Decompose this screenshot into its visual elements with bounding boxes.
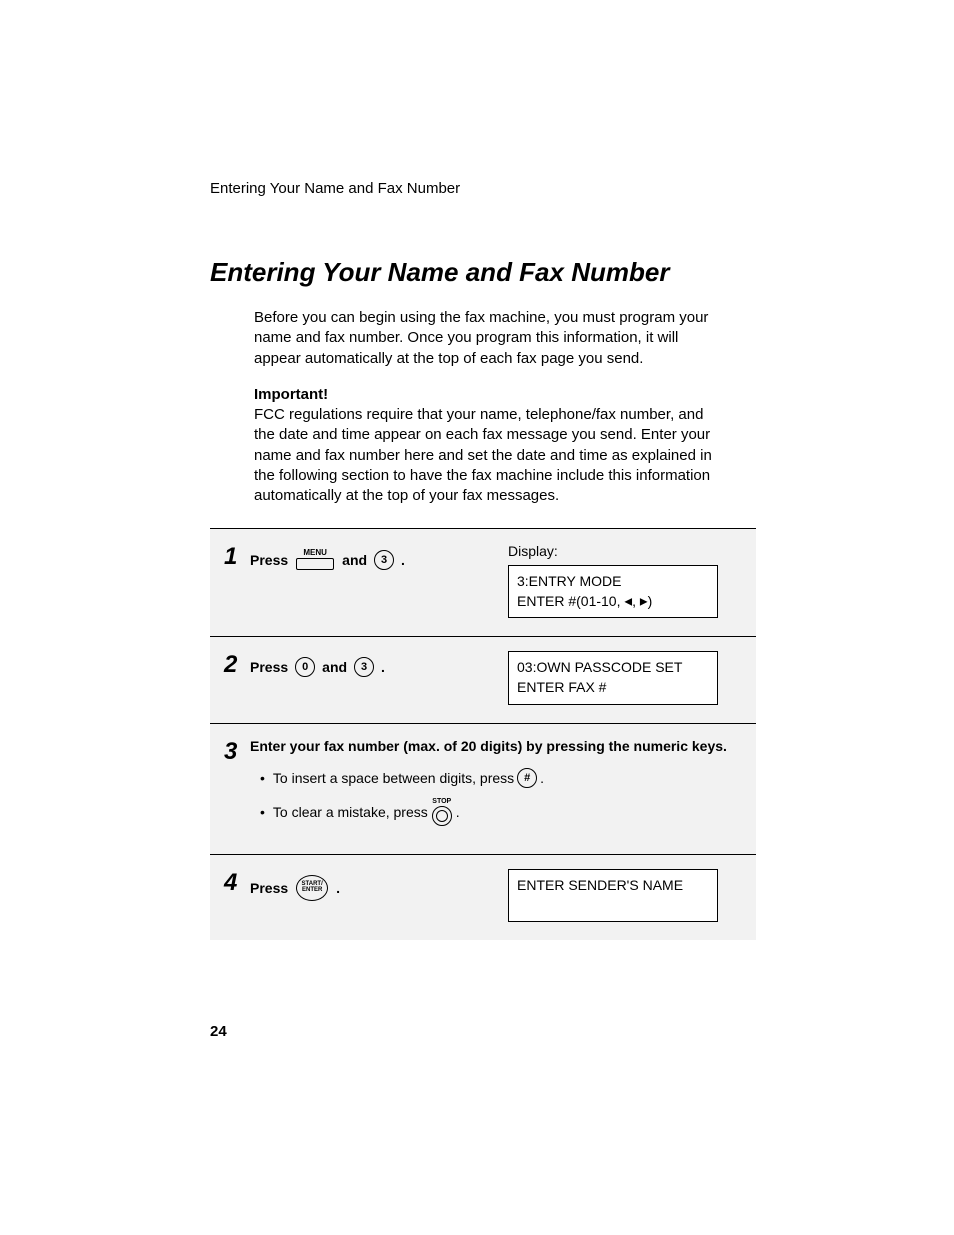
page: Entering Your Name and Fax Number Enteri… [0, 0, 954, 1235]
and-label: and [322, 659, 347, 675]
press-label: Press [250, 552, 288, 568]
lcd-line: ENTER #(01-10, ◀, ▶) [517, 592, 709, 612]
and-label: and [342, 552, 367, 568]
key-3-icon: 3 [374, 550, 394, 570]
bullet-text: To clear a mistake, press [273, 804, 428, 820]
step-number: 3 [224, 738, 250, 764]
right-arrow-icon: ▶ [640, 596, 648, 607]
step-number: 2 [224, 651, 250, 677]
lcd-line: ENTER FAX # [517, 678, 709, 698]
page-number: 24 [210, 1023, 227, 1040]
start-key-line2: ENTER [302, 888, 322, 893]
lcd-display-2: 03:OWN PASSCODE SET ENTER FAX # [508, 651, 718, 704]
step-4: 4 Press START/ ENTER . ENTER SENDER'S NA… [210, 855, 756, 940]
period: . [336, 880, 340, 896]
intro-paragraph-1: Before you can begin using the fax machi… [254, 308, 724, 369]
step-1-instruction: Press MENU and 3 . [250, 543, 508, 570]
left-arrow-icon: ◀ [624, 596, 632, 607]
running-head: Entering Your Name and Fax Number [210, 180, 754, 197]
lcd-line [517, 895, 709, 915]
lcd-line: ENTER SENDER'S NAME [517, 876, 709, 896]
bullet-suffix: . [456, 804, 460, 820]
intro-block: Before you can begin using the fax machi… [254, 308, 724, 506]
stop-key-icon: STOP [432, 798, 452, 826]
bullet-clear-mistake: To clear a mistake, press STOP . [260, 798, 746, 826]
step-3-bullets: To insert a space between digits, press … [250, 768, 746, 826]
step-3-headline: Enter your fax number (max. of 20 digits… [250, 738, 746, 754]
step-number: 4 [224, 869, 250, 895]
step-2: 2 Press 0 and 3 . 03:OWN PASSCODE SET EN… [210, 637, 756, 723]
stop-key-label: STOP [432, 798, 451, 805]
menu-key-label: MENU [303, 549, 327, 557]
lcd-display-1: 3:ENTRY MODE ENTER #(01-10, ◀, ▶) [508, 565, 718, 618]
period: . [381, 659, 385, 675]
press-label: Press [250, 880, 288, 896]
steps-container: 1 Press MENU and 3 . Display: [210, 528, 756, 940]
step-2-instruction: Press 0 and 3 . [250, 651, 508, 677]
step-number: 1 [224, 543, 250, 569]
step-3: 3 Enter your fax number (max. of 20 digi… [210, 724, 756, 855]
bullet-suffix: . [540, 770, 544, 786]
step-1: 1 Press MENU and 3 . Display: [210, 529, 756, 637]
period: . [401, 552, 405, 568]
important-label: Important! [254, 386, 328, 403]
section-title: Entering Your Name and Fax Number [210, 257, 754, 288]
key-3-icon: 3 [354, 657, 374, 677]
intro-paragraph-2: Important! FCC regulations require that … [254, 385, 724, 507]
key-hash-icon: # [517, 768, 537, 788]
step-4-instruction: Press START/ ENTER . [250, 869, 508, 901]
menu-key-icon: MENU [296, 549, 334, 570]
important-text: FCC regulations require that your name, … [254, 406, 712, 504]
lcd-display-4: ENTER SENDER'S NAME [508, 869, 718, 922]
bullet-insert-space: To insert a space between digits, press … [260, 768, 746, 788]
bullet-text: To insert a space between digits, press [273, 770, 514, 786]
display-label: Display: [508, 543, 746, 559]
press-label: Press [250, 659, 288, 675]
lcd-line: 3:ENTRY MODE [517, 572, 709, 592]
lcd-line: 03:OWN PASSCODE SET [517, 658, 709, 678]
start-enter-key-icon: START/ ENTER [296, 875, 328, 901]
key-0-icon: 0 [295, 657, 315, 677]
